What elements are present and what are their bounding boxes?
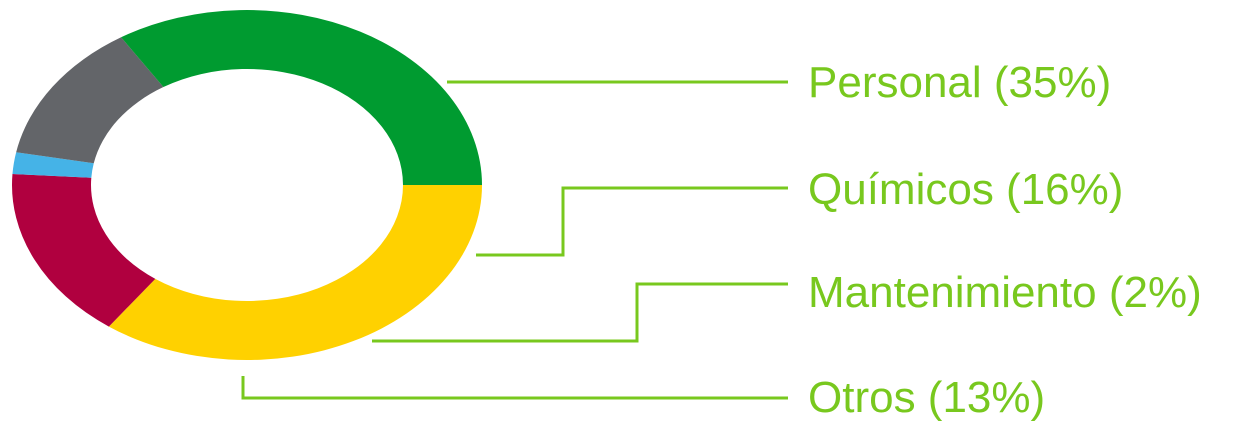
donut-slice-otros (16, 37, 164, 164)
slice-label: Químicos (16%) (808, 165, 1123, 214)
donut-slices (12, 10, 483, 360)
donut-slice-químicos (12, 174, 156, 327)
slice-label: Personal (35%) (808, 58, 1111, 107)
slice-label: Mantenimiento (2%) (808, 268, 1202, 317)
slice-label: Otros (13%) (808, 373, 1045, 421)
leader-line (241, 376, 788, 400)
donut-slice-personal (108, 185, 482, 360)
slice-labels: Personal (35%) Químicos (16%) Mantenimient… (808, 58, 1202, 421)
donut-slice-unlabeled (121, 10, 483, 186)
leader-lines (241, 80, 788, 400)
leader-line (372, 282, 788, 343)
donut-slice-mantenimiento (12, 152, 94, 178)
leader-line (476, 186, 788, 257)
